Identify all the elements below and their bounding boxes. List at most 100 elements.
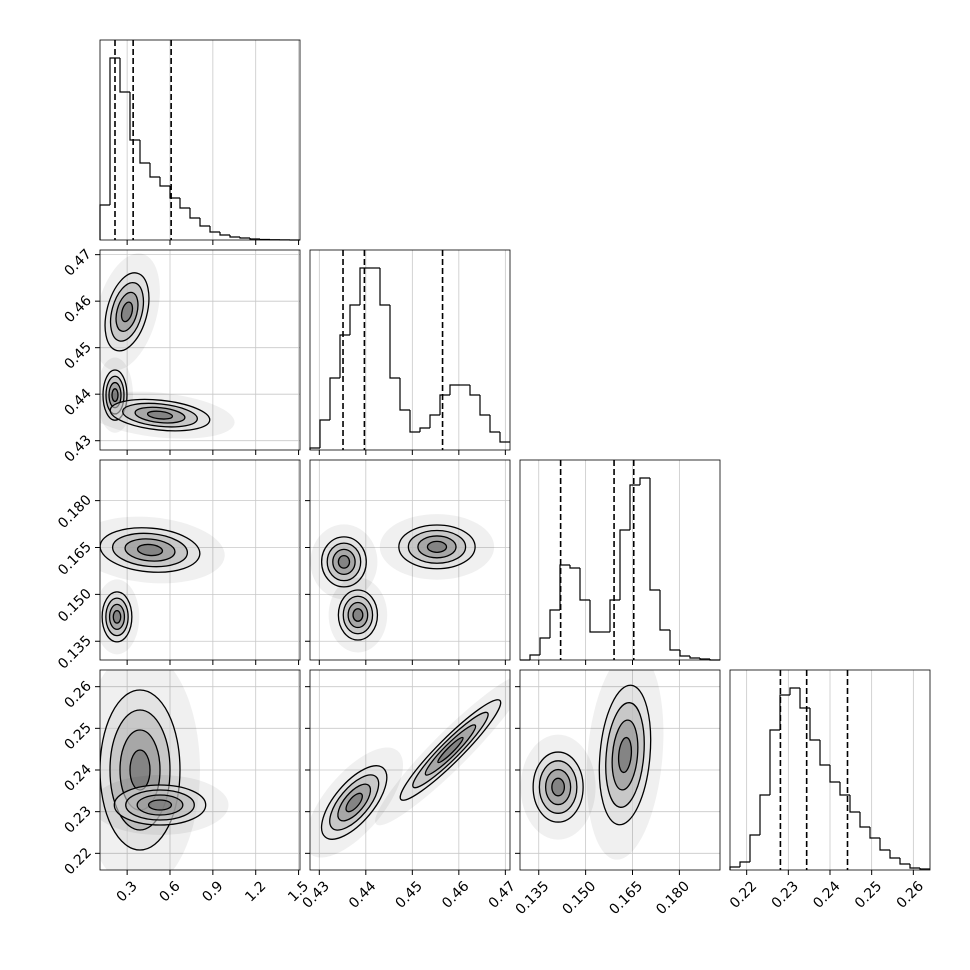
hist-bar: [729, 866, 740, 870]
x-tick-label: 0.150: [560, 878, 600, 918]
contour: [146, 410, 174, 420]
hist-bar: [209, 226, 220, 233]
density: [520, 670, 664, 860]
hist-bar: [879, 838, 890, 851]
y-tick-label: 0.47: [61, 246, 94, 279]
y-tick-label: 0.180: [55, 492, 95, 532]
hist-bar: [159, 177, 170, 187]
y-tick-label: 0.24: [61, 761, 94, 794]
hist-bar: [439, 394, 450, 415]
x-tick-label: 0.25: [852, 878, 885, 911]
hist-bar: [229, 235, 240, 238]
panel: [309, 249, 511, 455]
y-tick-label: 0.165: [55, 539, 95, 579]
hist-bar: [489, 415, 500, 433]
panel-frame: [519, 459, 721, 661]
hist-bar: [559, 564, 570, 610]
hist-bar: [889, 850, 900, 859]
x-tick-label: 0.45: [393, 878, 426, 911]
panel: [99, 39, 301, 245]
hist-bar: [379, 268, 390, 306]
hist-bar: [339, 334, 350, 378]
contour: [352, 608, 364, 622]
x-tick-label: 0.9: [199, 878, 226, 905]
contour: [337, 554, 351, 569]
hist-bar: [789, 687, 800, 695]
contour: [147, 799, 173, 811]
hist-bar: [669, 630, 680, 651]
density: [100, 670, 229, 870]
y-tick-label: 0.135: [55, 633, 95, 673]
hist-bar: [359, 267, 370, 305]
hist-bar: [739, 861, 750, 867]
hist-bar: [189, 208, 200, 219]
hist-bar: [199, 218, 210, 227]
hist-bar: [799, 688, 810, 709]
hist-bar: [529, 654, 540, 660]
hist-bar: [819, 740, 830, 766]
hist-bar: [619, 529, 630, 600]
panel-frame: [99, 249, 301, 451]
hist-bar: [449, 384, 460, 395]
hist-bar: [859, 812, 870, 828]
panel-frame: [309, 669, 511, 871]
hist-bar: [399, 378, 410, 411]
hist-bar: [909, 864, 920, 869]
contour: [426, 540, 448, 553]
hist-bar: [869, 827, 880, 839]
hist-bar: [699, 658, 710, 660]
x-tick-label: 0.23: [769, 878, 802, 911]
y-tick-label: 0.45: [61, 339, 94, 372]
density: [310, 514, 495, 653]
hist-bar: [169, 186, 180, 199]
hist-bar: [759, 794, 770, 835]
y-tick-label: 0.44: [61, 386, 94, 419]
panel-frame: [309, 459, 511, 661]
x-tick-label: 0.135: [513, 878, 553, 918]
hist-bar: [249, 238, 260, 240]
density: [100, 253, 235, 439]
hist-bar: [139, 140, 150, 164]
contour: [136, 543, 164, 557]
panel: 0.43 0.44 0.45 0.46 0.47: [61, 246, 301, 466]
hist-bar: [409, 410, 420, 433]
hist-bar: [849, 795, 860, 813]
panel-frame: [99, 459, 301, 661]
panel: [305, 459, 511, 665]
hist-bar: [179, 198, 190, 209]
hist-bar: [349, 304, 360, 335]
y-tick-label: 0.23: [61, 803, 94, 836]
contour: [617, 736, 633, 774]
hist-bar: [149, 163, 160, 178]
hist-bar: [629, 484, 640, 530]
x-tick-label: 0.6: [157, 878, 184, 905]
x-tick-label: 0.22: [727, 878, 760, 911]
panel: 0.3 0.6 0.9 1.2 1.50.220.230.240.250.26: [61, 669, 312, 905]
hist-bar: [329, 377, 340, 420]
hist-bar: [549, 609, 560, 638]
density: [310, 674, 510, 858]
panel-frame: [99, 669, 301, 871]
y-tick-label: 0.43: [61, 432, 94, 465]
x-tick-label: 0.46: [439, 878, 472, 911]
hist-bar: [689, 656, 700, 659]
panel-frame: [309, 249, 511, 451]
hist-bar: [659, 590, 670, 631]
hist-bar: [649, 478, 660, 591]
hist-bar: [99, 204, 110, 240]
hist-bar: [589, 600, 600, 633]
hist-bar: [569, 565, 580, 569]
hist-bar: [119, 58, 130, 93]
hist-bar: [319, 419, 330, 448]
hist-bar: [389, 305, 400, 379]
y-tick-label: 0.46: [61, 293, 94, 326]
hist-bar: [479, 395, 490, 416]
hist-bar: [899, 858, 910, 865]
hist-bar: [239, 237, 250, 239]
panel: 0.135 0.150 0.165 0.180: [55, 459, 301, 673]
contour: [120, 301, 134, 323]
x-tick-label: 0.24: [810, 878, 843, 911]
y-tick-label: 0.150: [55, 586, 95, 626]
